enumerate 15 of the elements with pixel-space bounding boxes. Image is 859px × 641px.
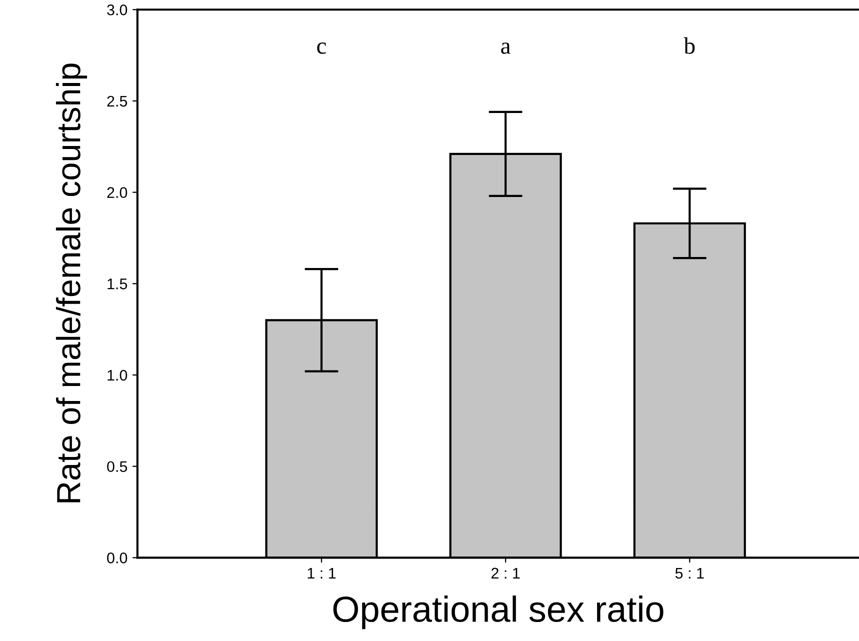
annotation: c (317, 42, 326, 54)
x-tick-label: 2 : 1 (491, 568, 520, 578)
y-tick-label: 3.0 (107, 4, 128, 16)
x-tick-label: 1 : 1 (308, 568, 336, 578)
y-axis-title: Rate of male/female courtship (56, 64, 88, 502)
y-tick-label: 1.0 (108, 370, 128, 381)
y-tick-label: 1.5 (108, 278, 128, 290)
y-tick-label: 0.0 (107, 552, 128, 564)
y-tick-label: 2.5 (107, 96, 128, 107)
y-tick-label: 0.5 (107, 461, 128, 472)
x-axis-title: Operational sex ratio (333, 596, 664, 630)
x-tick-label: 5 : 1 (675, 568, 704, 579)
y-tick-label: 2.0 (107, 187, 128, 198)
annotation: b (684, 37, 695, 54)
annotation: a (501, 42, 510, 54)
